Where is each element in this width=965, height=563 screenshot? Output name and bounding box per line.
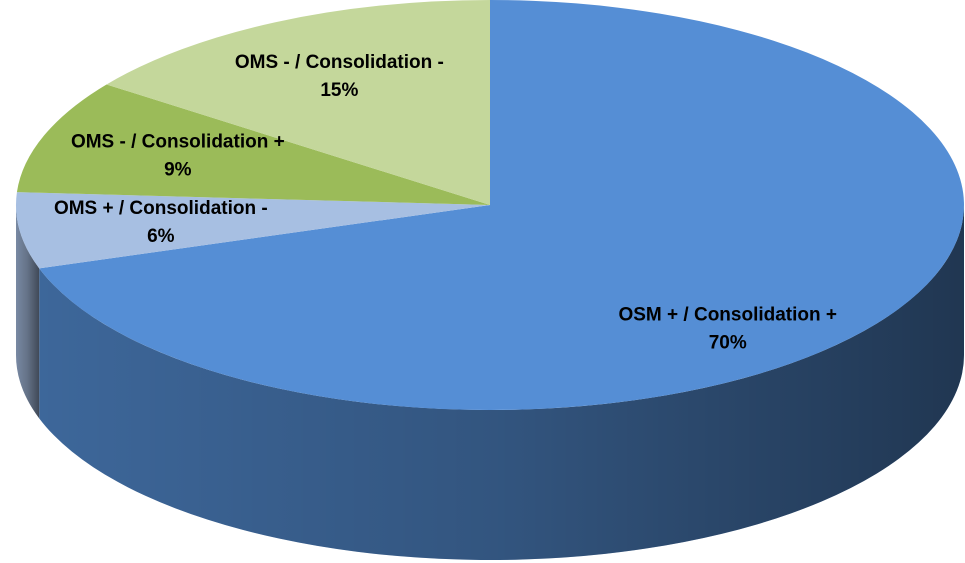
pie-sides xyxy=(16,205,964,560)
slice-side-shade xyxy=(39,205,964,560)
slice-label: OSM + / Consolidation + xyxy=(618,305,837,326)
slice-side-shade xyxy=(16,205,40,419)
slice-label: OMS - / Consolidation + xyxy=(71,131,285,152)
pie-tops xyxy=(15,0,964,410)
slice-value-label: 6% xyxy=(147,226,175,247)
slice xyxy=(16,84,490,205)
slice-label: OMS - / Consolidation - xyxy=(235,52,444,73)
slice-value-label: 15% xyxy=(320,80,358,101)
slice-label: OMS + / Consolidation - xyxy=(54,198,268,219)
slice-value-label: 70% xyxy=(709,333,747,354)
slice xyxy=(106,0,491,205)
slice xyxy=(15,192,490,269)
slice xyxy=(39,0,964,410)
slice-value-label: 9% xyxy=(164,159,192,180)
data-labels: OSM + / Consolidation + 70% OMS + / Consol… xyxy=(54,52,837,354)
